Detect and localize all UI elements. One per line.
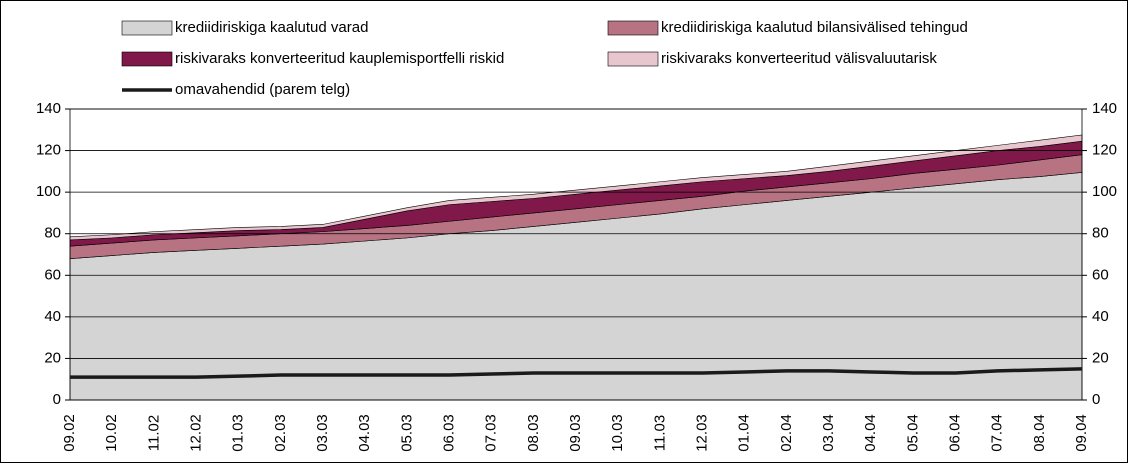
x-tick-label: 05.03 bbox=[398, 414, 415, 452]
legend-label: riskivaraks konverteeritud kauplemisport… bbox=[175, 50, 504, 67]
x-tick-label: 09.03 bbox=[567, 414, 584, 452]
x-tick-label: 09.02 bbox=[61, 414, 78, 452]
x-tick-label: 10.03 bbox=[609, 414, 626, 452]
legend-swatch bbox=[607, 20, 659, 36]
x-tick-label: 08.04 bbox=[1031, 414, 1048, 452]
y2-tick-label: 60 bbox=[1092, 266, 1109, 283]
x-tick-label: 08.03 bbox=[525, 414, 542, 452]
x-tick-label: 12.02 bbox=[187, 414, 204, 452]
y2-tick-label: 80 bbox=[1092, 225, 1109, 242]
y2-tick-label: 0 bbox=[1092, 391, 1100, 408]
x-tick-label: 12.03 bbox=[693, 414, 710, 452]
legend-swatch bbox=[121, 20, 173, 36]
x-tick-label: 09.04 bbox=[1073, 414, 1090, 452]
legend-label: omavahendid (parem telg) bbox=[175, 81, 350, 98]
legend-label: krediidiriskiga kaalutud bilansivälised … bbox=[661, 19, 968, 36]
y-tick-label: 100 bbox=[36, 183, 61, 200]
y2-tick-label: 100 bbox=[1092, 183, 1117, 200]
legend-label: riskivaraks konverteeritud välisvaluutar… bbox=[661, 50, 937, 67]
y-tick-label: 140 bbox=[36, 100, 61, 117]
y-tick-label: 120 bbox=[36, 142, 61, 159]
y2-tick-label: 20 bbox=[1092, 349, 1109, 366]
y-tick-label: 80 bbox=[44, 225, 61, 242]
x-tick-label: 02.03 bbox=[272, 414, 289, 452]
x-tick-label: 10.02 bbox=[103, 414, 120, 452]
y-tick-label: 60 bbox=[44, 266, 61, 283]
x-tick-label: 02.04 bbox=[778, 414, 795, 452]
plot-border bbox=[69, 108, 1083, 401]
x-tick-label: 06.03 bbox=[440, 414, 457, 452]
x-tick-label: 04.03 bbox=[356, 414, 373, 452]
x-tick-label: 01.03 bbox=[230, 414, 247, 452]
x-tick-label: 06.04 bbox=[946, 414, 963, 452]
legend-swatch bbox=[121, 51, 173, 67]
y-tick-label: 20 bbox=[44, 349, 61, 366]
line bbox=[70, 367, 1083, 379]
x-tick-label: 04.04 bbox=[862, 414, 879, 452]
y-tick-label: 40 bbox=[44, 308, 61, 325]
y2-tick-label: 120 bbox=[1092, 142, 1117, 159]
x-tick-label: 03.03 bbox=[314, 414, 331, 452]
legend-label: krediidiriskiga kaalutud varad bbox=[175, 19, 368, 36]
y-tick-label: 0 bbox=[53, 391, 61, 408]
x-tick-label: 03.04 bbox=[820, 414, 837, 452]
x-tick-label: 05.04 bbox=[904, 414, 921, 452]
x-tick-label: 01.04 bbox=[736, 414, 753, 452]
x-tick-label: 07.04 bbox=[989, 414, 1006, 452]
x-tick-label: 11.02 bbox=[145, 415, 162, 451]
y2-tick-label: 140 bbox=[1092, 100, 1117, 117]
legend-swatch bbox=[607, 51, 659, 67]
y2-tick-label: 40 bbox=[1092, 308, 1109, 325]
x-tick-label: 07.03 bbox=[483, 414, 500, 452]
x-tick-label: 11.03 bbox=[651, 415, 668, 451]
